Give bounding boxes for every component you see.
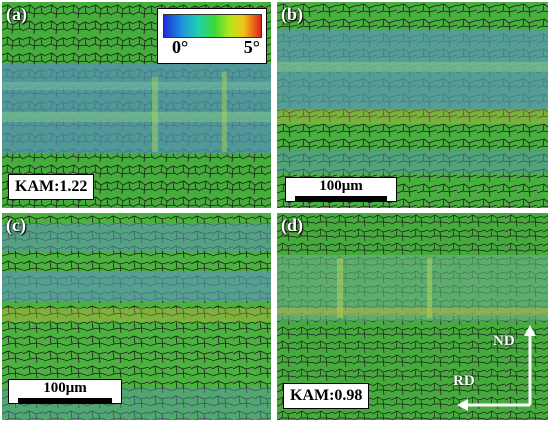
legend-min-label: 0° bbox=[172, 37, 189, 57]
scale-bar-line bbox=[295, 196, 387, 201]
panel-d: (d) KAM:0.98 ND RD bbox=[277, 213, 548, 420]
legend-gradient bbox=[163, 14, 262, 38]
panel-a: (a) 0° 5° KAM:1.22 bbox=[2, 2, 271, 208]
kam-value-label: KAM:1.22 bbox=[8, 174, 95, 200]
direction-axes: ND RD bbox=[453, 323, 543, 413]
kam-color-legend: 0° 5° bbox=[157, 8, 267, 64]
panel-b: (b) 100μm bbox=[277, 2, 548, 208]
scale-bar-label: 100μm bbox=[319, 178, 363, 194]
scale-bar-label: 100μm bbox=[43, 380, 87, 396]
panel-c: (c) 100μm bbox=[2, 213, 271, 420]
panel-label: (a) bbox=[6, 4, 27, 24]
rd-axis-label: RD bbox=[453, 373, 475, 389]
kam-map-image bbox=[2, 213, 271, 420]
panel-label: (b) bbox=[281, 4, 303, 24]
panel-label: (d) bbox=[281, 215, 303, 235]
nd-axis-label: ND bbox=[493, 333, 515, 349]
kam-map-image bbox=[277, 2, 548, 208]
scale-bar: 100μm bbox=[285, 177, 397, 202]
axis-arrows-icon bbox=[457, 325, 536, 411]
legend-max-label: 5° bbox=[243, 37, 260, 57]
panel-label: (c) bbox=[6, 215, 26, 235]
scale-bar: 100μm bbox=[8, 379, 122, 404]
kam-value-label: KAM:0.98 bbox=[283, 383, 370, 409]
scale-bar-line bbox=[18, 398, 112, 403]
